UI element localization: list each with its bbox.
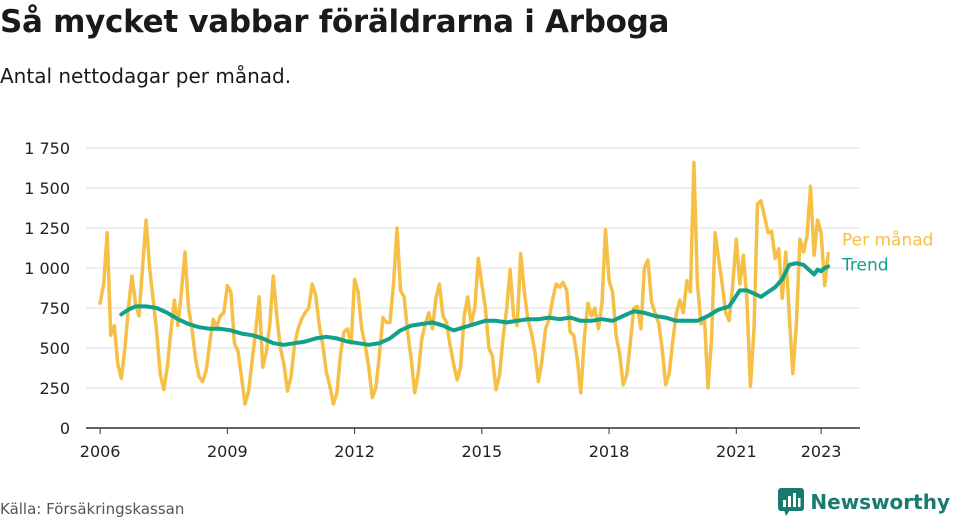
- y-tick-label: 1 250: [24, 219, 70, 238]
- series-line-trend: [119, 261, 831, 347]
- x-tick-label: 2006: [80, 442, 121, 461]
- y-tick-label: 1 750: [24, 139, 70, 158]
- newsworthy-logo[interactable]: Newsworthy: [778, 488, 950, 516]
- x-tick-label: 2012: [334, 442, 375, 461]
- x-axis: 2006 2009 2012 2015 2018 2021 2023: [80, 427, 860, 461]
- chart-title: Så mycket vabbar föräldrarna i Arboga: [0, 4, 670, 40]
- y-tick-label: 500: [39, 339, 70, 358]
- y-tick-label: 1 000: [24, 259, 70, 278]
- x-tick-label: 2018: [589, 442, 630, 461]
- x-tick-label: 2023: [801, 442, 842, 461]
- x-tick-label: 2015: [461, 442, 502, 461]
- y-tick-label: 0: [60, 419, 70, 438]
- x-tick-label: 2009: [207, 442, 248, 461]
- chart-subtitle: Antal nettodagar per månad.: [0, 64, 292, 88]
- series-label-per-manad: Per månad: [842, 230, 933, 251]
- brand-name: Newsworthy: [810, 490, 950, 514]
- x-tick-label: 2021: [716, 442, 757, 461]
- y-axis: 0 250 500 750 1 000 1 250 1 500 1 750: [24, 139, 70, 438]
- series-label-trend: Trend: [841, 255, 889, 275]
- y-tick-label: 250: [39, 379, 70, 398]
- source-credit: Källa: Försäkringskassan: [0, 500, 185, 518]
- newsworthy-logo-icon: [778, 488, 805, 516]
- series-lines: [98, 160, 831, 406]
- series-line-per-manad: [98, 160, 830, 406]
- y-tick-label: 1 500: [24, 179, 70, 198]
- y-tick-label: 750: [39, 299, 70, 318]
- series-labels: Per månad Trend: [841, 230, 933, 276]
